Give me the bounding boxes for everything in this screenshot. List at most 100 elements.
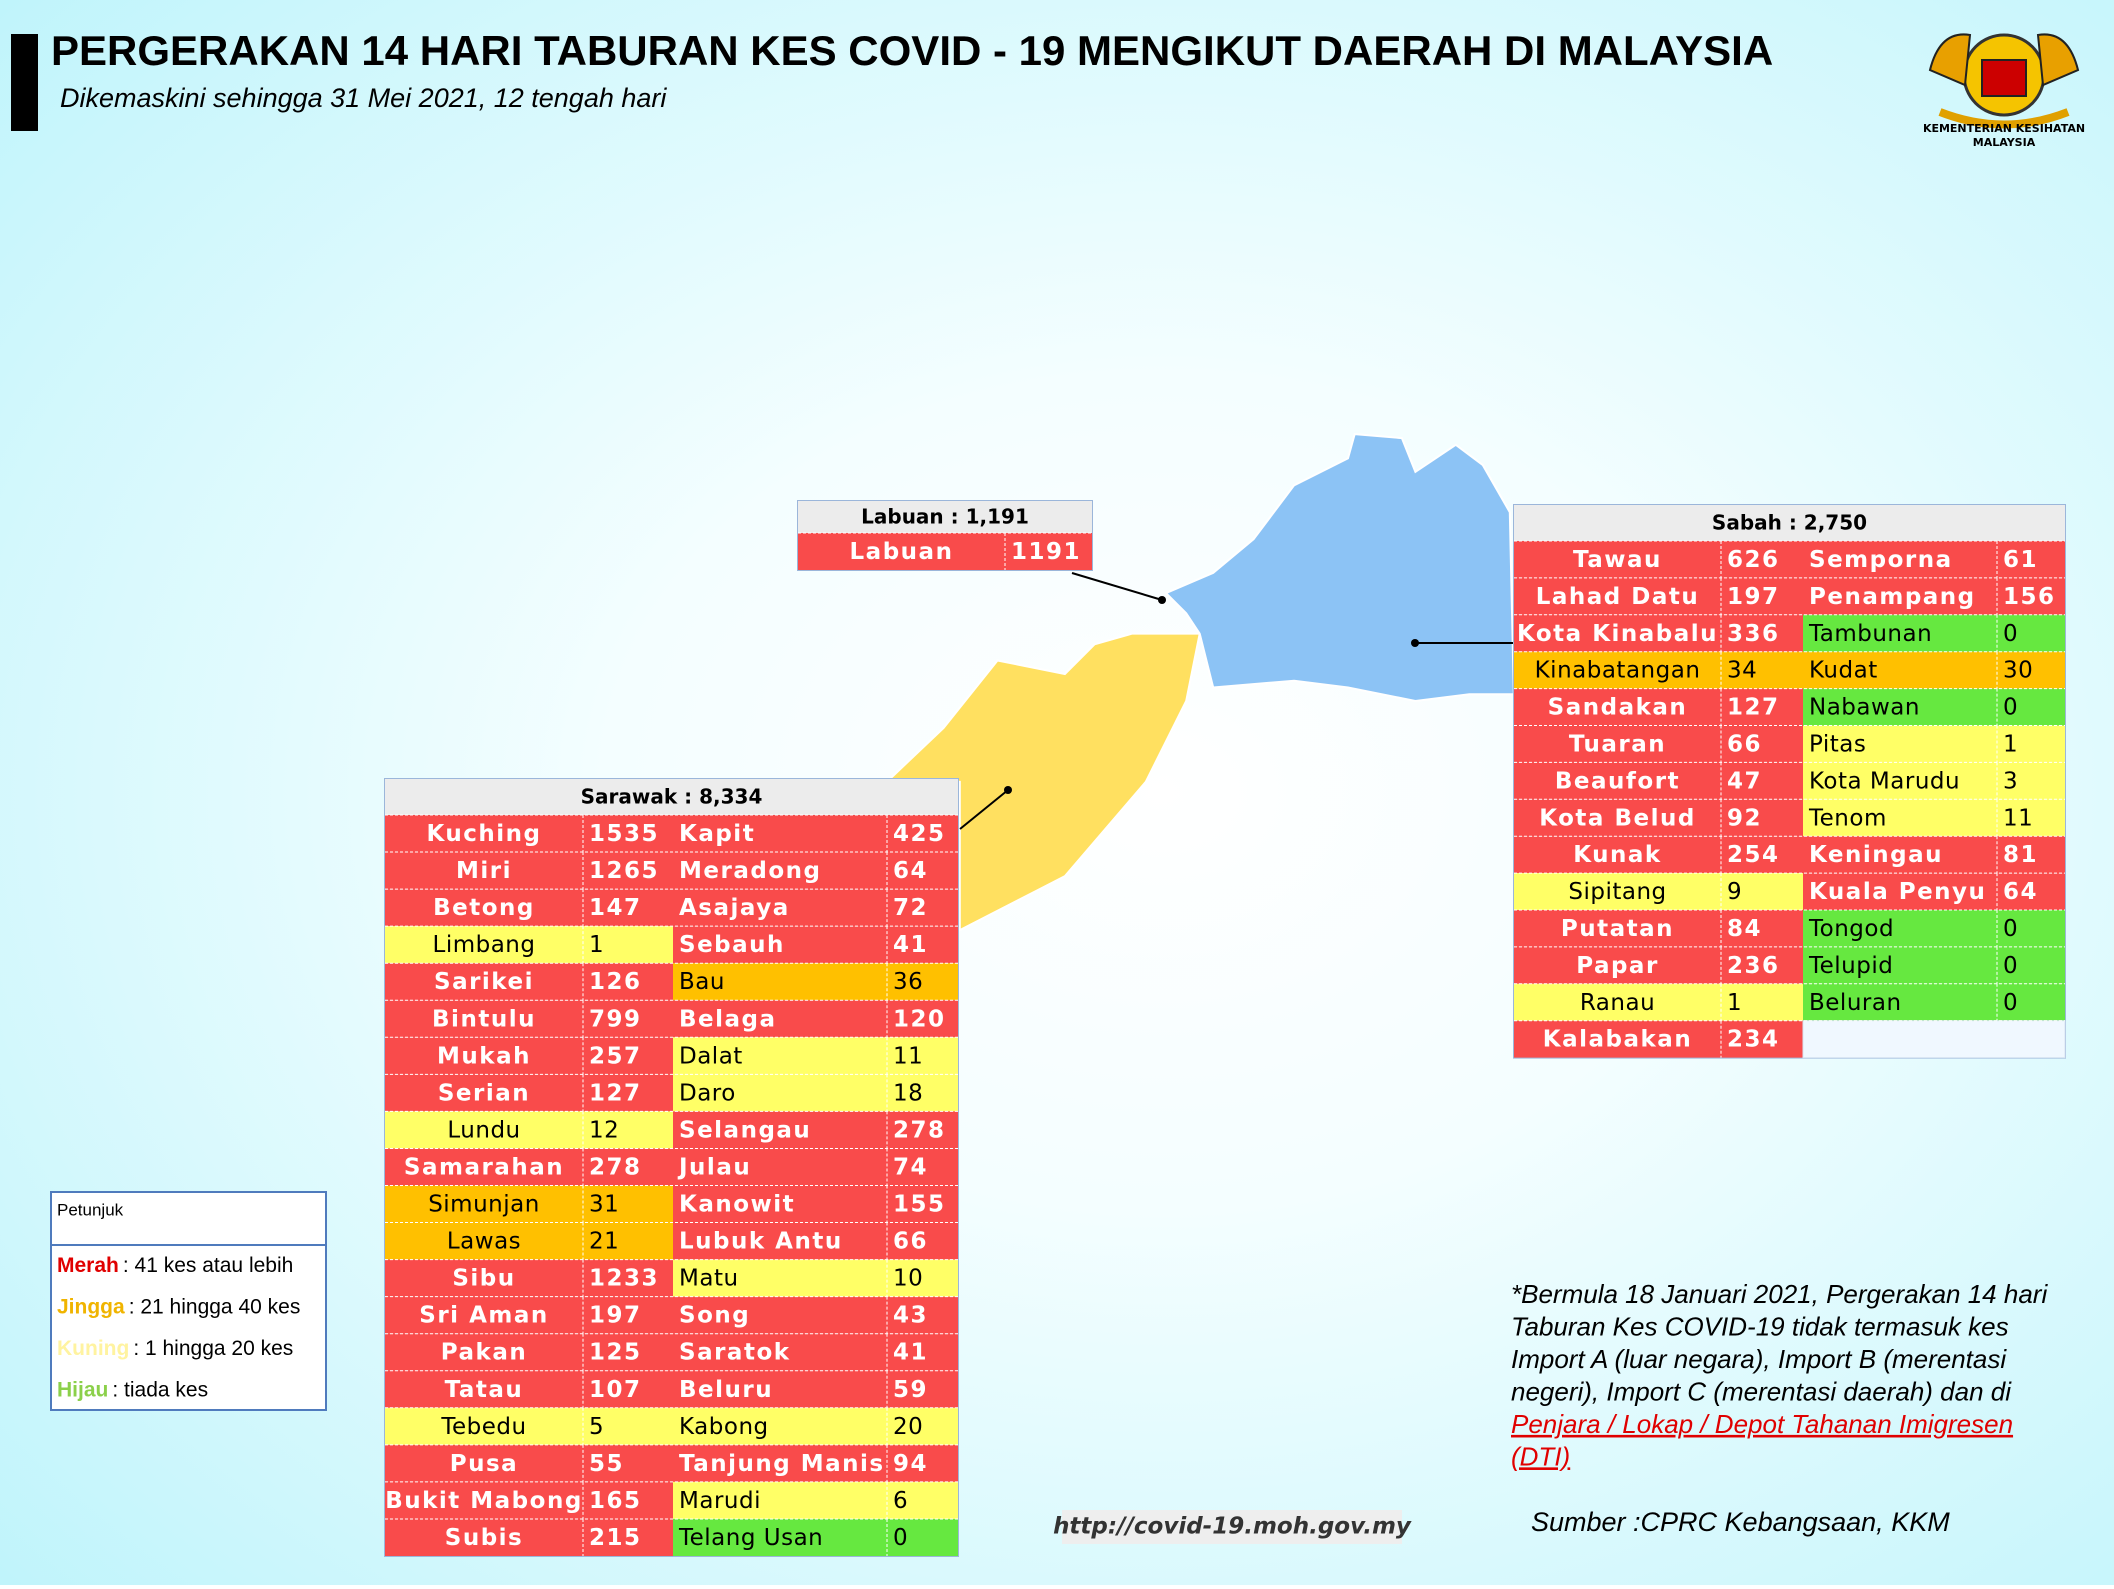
cell xyxy=(1803,725,2065,763)
district-name: Asajaya xyxy=(679,895,790,921)
case-count: 84 xyxy=(1727,916,1762,942)
case-count: 1 xyxy=(589,932,604,958)
logo: KEMENTERIAN KESIHATAN MALAYSIA xyxy=(1923,33,2085,149)
district-name: Nabawan xyxy=(1809,695,1920,721)
district-name: Samarahan xyxy=(404,1154,564,1180)
district-name: Lahad Datu xyxy=(1536,584,1700,610)
note-link: (DTI) xyxy=(1511,1441,1570,1471)
district-name: Keningau xyxy=(1809,842,1943,868)
district-name: Telang Usan xyxy=(678,1525,823,1551)
district-name: Bau xyxy=(679,969,725,995)
cell xyxy=(1803,873,2065,910)
cell xyxy=(673,889,958,927)
case-count: 234 xyxy=(1727,1027,1780,1053)
cell xyxy=(385,1222,673,1260)
district-name: Miri xyxy=(456,858,512,884)
cell xyxy=(385,1370,673,1408)
case-count: 155 xyxy=(893,1192,946,1218)
legend-label: Kuning xyxy=(57,1337,129,1360)
district-name: Julau xyxy=(677,1154,751,1180)
case-count: 147 xyxy=(589,895,642,921)
cell xyxy=(673,1074,958,1112)
case-count: 64 xyxy=(893,858,928,884)
district-name: Semporna xyxy=(1809,547,1953,573)
district-name: Saratok xyxy=(679,1340,791,1366)
case-count: 3 xyxy=(2003,768,2018,794)
connector xyxy=(1071,572,1163,601)
cell xyxy=(1803,614,2065,652)
district-name: Daro xyxy=(679,1080,736,1106)
note-line: Taburan Kes COVID-19 tidak termasuk kes xyxy=(1511,1311,2009,1341)
cell xyxy=(673,852,958,890)
district-name: Limbang xyxy=(433,932,536,958)
table: Sabah : 2,750 Tawau 626 Semporna 61 Lahad Dat… xyxy=(1513,504,2066,1059)
case-count: 257 xyxy=(589,1043,642,1069)
title-bar xyxy=(11,34,38,131)
subtitle: Dikemaskini sehingga 31 Mei 2021, 12 ten… xyxy=(60,83,667,113)
note: *Bermula 18 Januari 2021, Pergerakan 14 … xyxy=(1511,1279,2048,1472)
district-name: Bintulu xyxy=(432,1006,536,1032)
cell xyxy=(673,963,958,1001)
district-name: Lubuk Antu xyxy=(679,1229,843,1255)
case-count: 1265 xyxy=(589,858,659,884)
district-name: Pusa xyxy=(450,1451,518,1477)
cell xyxy=(673,1481,958,1519)
case-count: 0 xyxy=(2003,695,2018,721)
district-name: Beaufort xyxy=(1555,768,1680,794)
case-count: 41 xyxy=(893,932,928,958)
note-line: negeri), Import C (merentasi daerah) dan… xyxy=(1511,1376,2012,1406)
cell xyxy=(1514,651,1803,689)
title: PERGERAKAN 14 HARI TABURAN KES COVID - 1… xyxy=(51,27,1773,74)
case-count: 9 xyxy=(1727,879,1742,905)
case-count: 11 xyxy=(2003,805,2033,831)
legend-item: Hijau: tiada kes xyxy=(57,1378,208,1401)
cell xyxy=(1514,983,1803,1021)
cell xyxy=(1803,688,2065,726)
case-count: 336 xyxy=(1727,621,1780,647)
table-header xyxy=(1514,505,2065,541)
case-count: 1233 xyxy=(589,1266,659,1292)
legend-title: Petunjuk xyxy=(57,1200,124,1219)
legend-text: : 21 hingga 40 kes xyxy=(129,1295,301,1318)
case-count: 127 xyxy=(1727,695,1780,721)
cell xyxy=(673,1296,958,1334)
cell xyxy=(1803,651,2065,689)
district-name: Bukit Mabong xyxy=(385,1488,583,1514)
district-name: Sandakan xyxy=(1548,695,1688,721)
district-name: Sri Aman xyxy=(419,1303,548,1329)
cell xyxy=(673,815,958,853)
case-count: 31 xyxy=(589,1192,619,1218)
case-count: 21 xyxy=(589,1229,619,1255)
cell xyxy=(673,1037,958,1075)
legend-text: : tiada kes xyxy=(112,1378,208,1401)
cell xyxy=(385,889,673,927)
case-count: 72 xyxy=(893,895,928,921)
cell xyxy=(1514,725,1803,763)
cell xyxy=(673,1444,958,1482)
case-count: 197 xyxy=(1727,584,1780,610)
case-count: 197 xyxy=(589,1303,642,1329)
sabah-shape xyxy=(1164,433,1515,703)
case-count: 43 xyxy=(893,1303,928,1329)
cell xyxy=(1514,541,1803,578)
district-name: Kota Kinabalu xyxy=(1517,621,1718,647)
case-count: 0 xyxy=(893,1525,908,1551)
case-count: 236 xyxy=(1727,953,1780,979)
legend-item: Merah: 41 kes atau lebih xyxy=(57,1254,293,1277)
case-count: 12 xyxy=(589,1117,619,1143)
cell xyxy=(1803,762,2065,800)
url[interactable]: http://covid-19.moh.gov.my xyxy=(1053,1514,1412,1540)
district-name: Tambunan xyxy=(1808,621,1932,647)
case-count: 1 xyxy=(2003,731,2018,757)
case-count: 34 xyxy=(1727,658,1757,684)
cell xyxy=(385,963,673,1001)
cell xyxy=(385,1296,673,1334)
district-name: Tatau xyxy=(445,1377,524,1403)
district-name: Tongod xyxy=(1808,916,1894,942)
cell xyxy=(1514,873,1803,910)
cell xyxy=(673,1407,958,1445)
district-name: Tawau xyxy=(1573,547,1662,573)
district-name: Tanjung Manis xyxy=(679,1451,885,1477)
cell xyxy=(385,1518,673,1556)
